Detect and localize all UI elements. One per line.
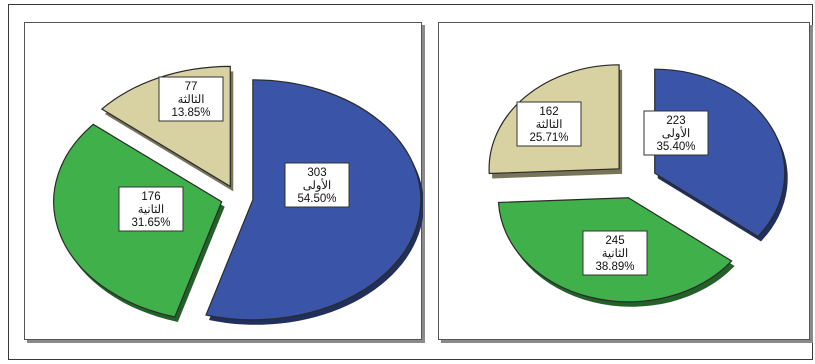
label-box [158,76,224,122]
slice-percent-label: 13.85% [171,107,210,119]
slice-count-label: 77 [185,81,198,93]
label-box [118,186,184,232]
label-box [643,110,709,156]
slice-percent-label: 54.50% [297,193,336,205]
pie-chart-panel-left: 303 الأولى 54.50% 176 الثانية 31.65% 77 الثالثة… [24,22,423,340]
slice-count-label: 303 [307,167,326,179]
slice-count-label: 162 [539,106,558,118]
pie-chart-panel-right: 223 الأولى 35.40% 245 الثانية 38.89% 162 الثالث… [438,22,810,340]
slice-category-label: الثالثة [178,93,205,106]
slice-category-label: الأولى [662,125,690,140]
slice-percent-label: 38.89% [595,261,634,273]
slice-category-label: الثالثة [536,118,563,131]
slice-percent-label: 31.65% [131,217,170,229]
slice-percent-label: 35.40% [656,141,695,153]
slice-count-label: 176 [141,191,160,203]
slice-category-label: الثانية [138,203,165,216]
slice-count-label: 223 [666,115,685,127]
slice-category-label: الأولى [303,177,331,192]
slice-count-label: 245 [605,235,624,247]
label-box [516,101,582,147]
slice-percent-label: 25.71% [529,132,568,144]
label-box [582,230,648,276]
label-box [284,162,350,208]
slice-category-label: الثانية [602,247,629,260]
